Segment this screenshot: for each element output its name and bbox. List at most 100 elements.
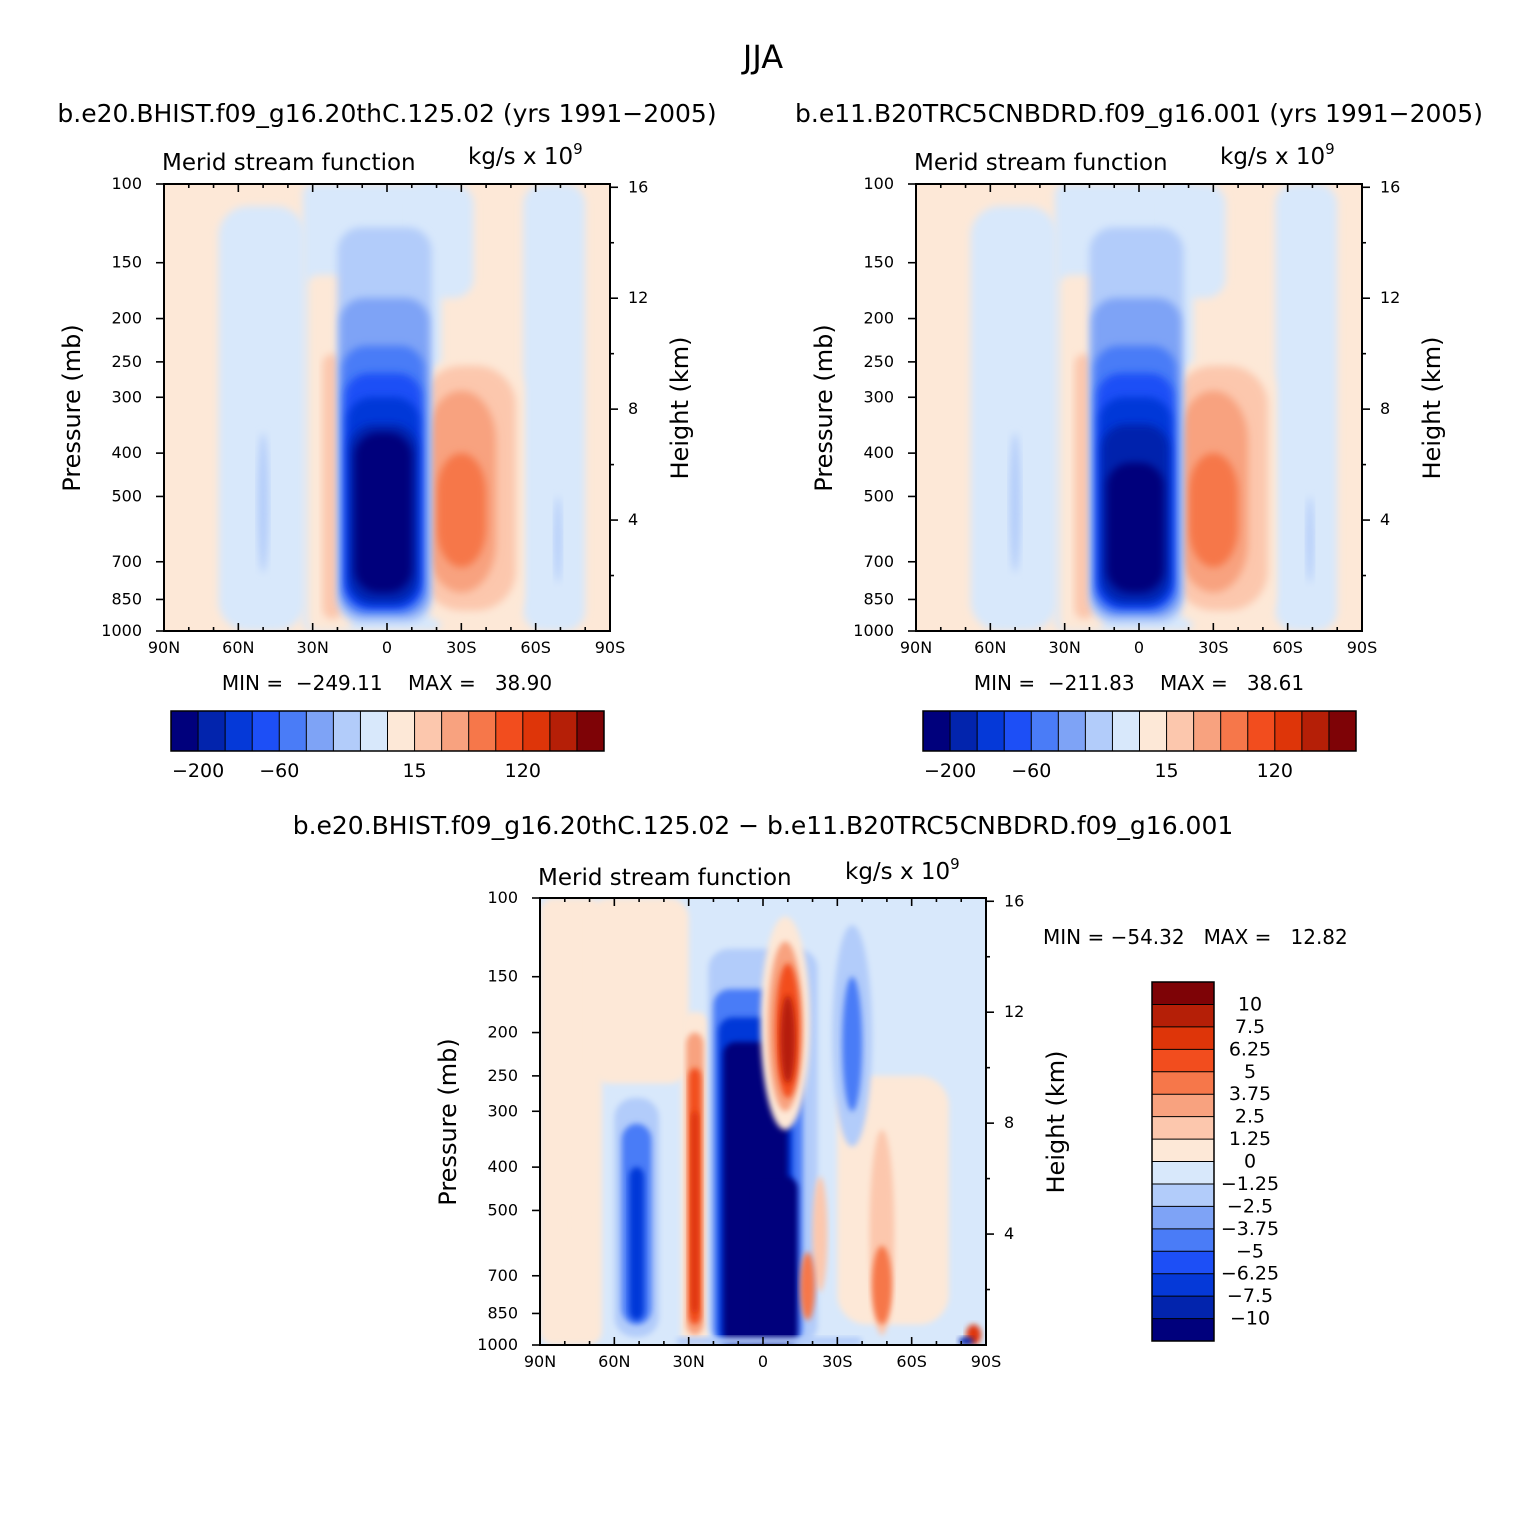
colorbar-swatch (1112, 711, 1140, 751)
colorbar-swatch (198, 711, 226, 751)
y-axis-label: Pressure (mb) (434, 1038, 462, 1205)
colorbar-swatch (1166, 711, 1195, 751)
x-tick-label: 0 (382, 638, 392, 657)
units-label: kg/s x 109 (468, 140, 583, 170)
colorbar-swatch (414, 711, 443, 751)
height-tick-label: 12 (1380, 288, 1400, 307)
contour-s-ferrel-3 (436, 453, 487, 568)
colorbar-swatch (1152, 1296, 1214, 1320)
panel-title: b.e20.BHIST.f09_g16.20thC.125.02 − b.e11… (293, 811, 1234, 840)
figure-title: JJA (741, 38, 783, 76)
panel-title: b.e20.BHIST.f09_g16.20thC.125.02 (yrs 19… (57, 99, 716, 128)
y-axis-label-right: Height (km) (1418, 337, 1446, 480)
y-tick-label: 200 (111, 309, 142, 328)
colorbar-swatch (1328, 711, 1357, 751)
colorbar-label: −2.5 (1227, 1195, 1273, 1217)
colorbar-frame (170, 710, 605, 752)
contour-s-polar-outer (523, 184, 586, 631)
y-tick-label: 300 (863, 387, 894, 406)
contour-polar-blue (958, 1337, 974, 1345)
y-tick-label: 500 (863, 486, 894, 505)
contour-n-positive-4 (691, 1111, 699, 1314)
colorbar-swatch (441, 711, 470, 751)
contour-s-positive-4 (800, 1252, 816, 1321)
x-tick-label: 30S (1198, 638, 1229, 657)
colorbar-label: −5 (1236, 1240, 1264, 1262)
colorbar-swatch (1152, 1004, 1214, 1028)
y-tick-label: 100 (863, 174, 894, 193)
colorbar-swatch (279, 711, 307, 751)
colorbar-swatch (1152, 1161, 1214, 1185)
contour-s-positive-3 (812, 1176, 828, 1292)
y-axis-label-right: Height (km) (1042, 1051, 1070, 1194)
panel-experiment: b.e11.B20TRC5CNBDRD.f09_g16.001 (yrs 199… (795, 99, 1483, 782)
x-tick-label: 60N (222, 638, 254, 657)
x-tick-label: 60S (520, 638, 551, 657)
y-axis-label: Pressure (mb) (810, 324, 838, 491)
contour-n-ferrel-outer (218, 206, 306, 631)
plot-area (916, 184, 1362, 631)
contour-n-ferrel (257, 432, 269, 573)
y-tick-label: 300 (111, 387, 142, 406)
colorbar-label: −60 (259, 760, 299, 782)
y-tick-label: 1000 (477, 1335, 518, 1354)
height-tick-label: 12 (628, 288, 648, 307)
colorbar-label: −200 (172, 760, 224, 782)
y-tick-label: 200 (863, 309, 894, 328)
height-tick-label: 8 (628, 399, 638, 418)
colorbar-swatch (549, 711, 578, 751)
y-tick-label: 1000 (853, 621, 894, 640)
y-axis-label: Pressure (mb) (58, 324, 86, 491)
y-tick-label: 1000 (101, 621, 142, 640)
x-tick-label: 30S (822, 1352, 853, 1371)
colorbar-swatch (1085, 711, 1113, 751)
min-max-stats: MIN = −211.83 MAX = 38.61 (974, 671, 1304, 695)
left-label: Merid stream function (914, 150, 1168, 176)
colorbar-swatch (923, 711, 951, 751)
colorbar: −200 −60 15 120 (922, 710, 1357, 782)
units-superscript: 9 (1325, 140, 1335, 158)
y-tick-label: 500 (111, 486, 142, 505)
colorbar-swatch (1152, 1318, 1214, 1342)
contour-hadley-level-6 (1106, 462, 1164, 593)
contour-n-ferrel-outer (970, 206, 1058, 631)
min-max-stats: MIN = −54.32 MAX = 12.82 (1043, 925, 1348, 949)
colorbar-label: 15 (1154, 760, 1178, 782)
colorbar-swatch (252, 711, 280, 751)
y-tick-label: 250 (487, 1066, 518, 1085)
height-tick-label: 16 (628, 177, 648, 196)
colorbar-swatch (1220, 711, 1249, 751)
y-tick-label: 700 (487, 1266, 518, 1285)
colorbar-swatch (1152, 1026, 1214, 1050)
contour-s-polar-blue (554, 496, 562, 583)
colorbar-swatch (1139, 711, 1168, 751)
contour-s-ferrel-3 (1188, 453, 1239, 568)
colorbar-swatch (1152, 1071, 1214, 1095)
left-label: Merid stream function (162, 150, 416, 176)
height-tick-label: 12 (1004, 1002, 1024, 1021)
contour-upper-pos-4 (780, 995, 796, 1084)
colorbar-swatch (1152, 1206, 1214, 1230)
left-label: Merid stream function (538, 865, 792, 891)
units-text: kg/s x 10 (468, 144, 573, 170)
colorbar-label: 120 (1257, 760, 1293, 782)
colorbar-frame (922, 710, 1357, 752)
colorbar-label: 0 (1244, 1151, 1256, 1173)
colorbar-label: −200 (924, 760, 976, 782)
x-tick-label: 30N (673, 1352, 705, 1371)
colorbar-swatch (1274, 711, 1303, 751)
contour-surface-strip (676, 1337, 863, 1345)
units-text: kg/s x 10 (1220, 144, 1325, 170)
x-tick-label: 90S (1347, 638, 1378, 657)
colorbar-swatch (387, 711, 416, 751)
colorbar-swatch (1152, 1049, 1214, 1073)
colorbar-label: 2.5 (1235, 1106, 1265, 1128)
colorbar-label: −6.25 (1221, 1263, 1279, 1285)
colorbar-label: 3.75 (1229, 1083, 1271, 1105)
colorbar-swatch (1301, 711, 1330, 751)
colorbar: −200 −60 15 120 (170, 710, 605, 782)
contour-s-polar-blue (1306, 496, 1314, 583)
colorbar-label: 15 (402, 760, 426, 782)
x-tick-label: 90N (900, 638, 932, 657)
